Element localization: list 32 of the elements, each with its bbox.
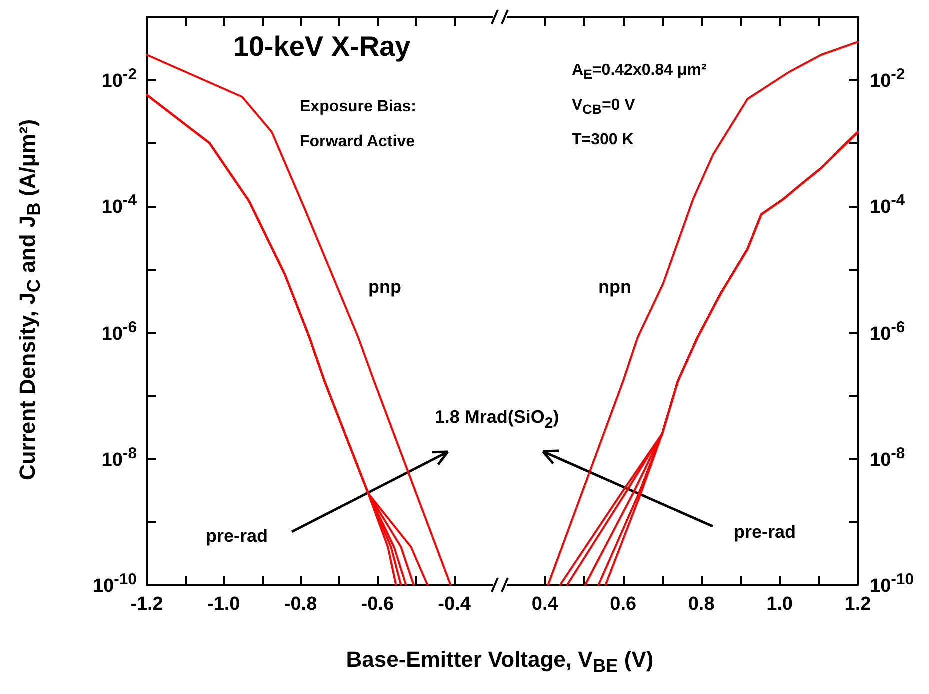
y2-tick-label: 10$^{-8}$ bbox=[870, 445, 906, 472]
y2-tick-label: 10$^{-10}$ bbox=[870, 571, 914, 597]
annotation: V$_{CB}$=0 V bbox=[572, 96, 636, 118]
annotation: pre-rad bbox=[734, 522, 796, 544]
annotation: A$_{E}$=0.42x0.84 μm² bbox=[572, 60, 707, 84]
x-tick-label: -0.8 bbox=[284, 594, 318, 615]
x-tick-label: -0.4 bbox=[438, 594, 472, 615]
x-tick-label: 0.8 bbox=[688, 594, 715, 615]
y-tick-label: 10$^{-6}$ bbox=[102, 318, 137, 346]
annotation: npn bbox=[598, 277, 632, 299]
y-tick-label: 10$^{-10}$ bbox=[92, 571, 137, 597]
y-tick-label: 10$^{-2}$ bbox=[102, 66, 137, 94]
x-tick-label: -0.6 bbox=[361, 594, 394, 615]
x-tick-label: 1.2 bbox=[844, 594, 872, 615]
annotation: 1.8 Mrad(SiO$_{2}$) bbox=[434, 407, 560, 433]
text: 10-keV X-Ray bbox=[233, 30, 411, 64]
annotation: T=300 K bbox=[572, 130, 634, 150]
x-tick-label: 1.0 bbox=[766, 594, 793, 615]
x-tick-label: 0.6 bbox=[610, 594, 637, 615]
x-tick-label: -1.2 bbox=[130, 594, 164, 615]
y2-tick-label: 10$^{-2}$ bbox=[870, 66, 906, 94]
annotation: pnp bbox=[368, 277, 402, 299]
annotation: Exposure Bias: bbox=[300, 97, 416, 117]
y2-tick-label: 10$^{-4}$ bbox=[870, 192, 906, 220]
y-tick-label: 10$^{-4}$ bbox=[102, 192, 137, 220]
y-tick-label: 10$^{-8}$ bbox=[102, 445, 137, 472]
annotation: pre-rad bbox=[206, 526, 268, 548]
x-tick-label: -1.0 bbox=[208, 594, 240, 615]
y2-tick-label: 10$^{-6}$ bbox=[870, 318, 906, 346]
annotation: Forward Active bbox=[300, 132, 415, 152]
x-axis-title: Base-Emitter Voltage, V$_{BE}$ (V) bbox=[346, 646, 654, 678]
x-tick-label: 0.4 bbox=[532, 594, 559, 615]
